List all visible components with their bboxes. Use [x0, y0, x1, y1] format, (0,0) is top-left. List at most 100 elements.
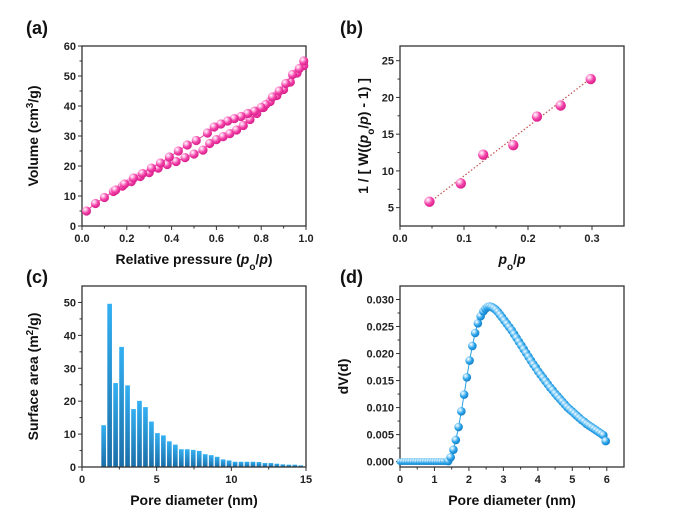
panel-label-a: (a): [26, 18, 48, 38]
axis-title-part: ) - 1) ]: [355, 78, 371, 116]
x-tick-label-b: 0.0: [392, 233, 407, 245]
histogram-bar: [244, 461, 250, 467]
data-point-desorption: [209, 122, 219, 132]
histogram-bar: [119, 346, 124, 467]
panel-d-pore-size-distribution: 0 1 2 3 4 5 6 0.000 0.005 0.010 0.015 0.020 0.025 0.0…: [335, 285, 625, 508]
data-point-adsorption: [225, 129, 235, 139]
data-point-desorption: [111, 185, 121, 195]
y-axis-title-a: Volume (cm3/g): [25, 86, 42, 187]
x-tick-label-c: 10: [225, 474, 237, 486]
y-tick-label-a: 20: [64, 161, 76, 173]
axis-title-part: /: [513, 251, 517, 267]
y-tick-label-d: 0.000: [366, 457, 394, 469]
axis-title-part: 2: [25, 329, 36, 335]
histogram-bar: [292, 464, 298, 467]
y-tick-label-d: 0.025: [366, 322, 394, 334]
axis-title-part: p: [516, 251, 526, 267]
y-tick-label-d: 0.005: [366, 430, 394, 442]
data-point-bet: [455, 178, 466, 189]
data-point-desorption: [164, 152, 174, 162]
x-tick-label-d: 6: [604, 474, 610, 486]
data-point-desorption: [182, 140, 192, 150]
data-point-desorption: [281, 78, 291, 89]
axis-title-part: o: [366, 129, 377, 135]
histogram-bar: [274, 463, 280, 467]
x-tick-label-d: 4: [535, 474, 542, 486]
series-line-dv: [400, 306, 607, 463]
histogram-bar: [286, 464, 292, 467]
x-tick-label-c: 15: [300, 474, 312, 486]
x-axis-title-a: Relative pressure (po/p): [115, 251, 272, 273]
axis-title-part: /: [355, 125, 371, 129]
x-tick-label-a: 0.0: [74, 233, 89, 245]
data-point-bet: [478, 149, 489, 160]
x-tick-label-a: 0.4: [164, 233, 180, 245]
data-point-dv: [473, 318, 483, 328]
data-point-adsorption: [180, 153, 190, 163]
x-tick-label-a: 0.2: [119, 233, 134, 245]
data-point-bet: [585, 73, 596, 85]
axis-title-part: p: [355, 116, 371, 126]
y-tick-label-a: 10: [64, 191, 76, 203]
data-point-dv: [465, 356, 474, 365]
y-tick-label-a: 40: [64, 101, 76, 113]
data-point-desorption: [299, 56, 309, 66]
axis-title-part: p: [258, 251, 268, 267]
histogram-bar: [196, 450, 202, 467]
data-point-dv: [449, 445, 458, 455]
axis-title-part: p: [497, 251, 507, 267]
histogram-bar: [161, 435, 166, 467]
y-tick-label-d: 0.020: [366, 349, 394, 361]
y-tick-label-c: 10: [64, 429, 76, 441]
plot-frame-a: [81, 45, 307, 227]
histogram-bar: [149, 421, 154, 467]
data-point-adsorption: [99, 192, 109, 203]
y-tick-label-a: 30: [64, 131, 76, 143]
axis-title-part: /g): [25, 86, 41, 103]
x-axis-title-b: po/p: [497, 251, 526, 273]
histogram-bar: [202, 454, 208, 467]
x-tick-label-d: 0: [397, 474, 403, 486]
y-tick-label-b: 10: [382, 166, 394, 178]
x-tick-label-b: 0.3: [584, 233, 599, 245]
y-tick-label-c: 0: [70, 462, 76, 474]
axis-title-part: p: [355, 134, 371, 144]
y-tick-label-c: 40: [64, 330, 76, 342]
histogram-bar: [131, 409, 136, 467]
x-tick-label-b: 0.2: [520, 233, 535, 245]
histogram-bar: [232, 461, 238, 467]
histogram-bar: [238, 461, 244, 467]
data-point-bet: [531, 111, 543, 122]
y-tick-label-c: 30: [64, 363, 76, 375]
histogram-bar: [250, 461, 256, 467]
y-tick-label-a: 50: [64, 71, 76, 83]
histogram-bar: [113, 383, 118, 467]
y-axis-title-c: Surface area (m2/g): [25, 313, 42, 441]
histogram-bar: [220, 459, 226, 467]
x-tick-label-a: 0.6: [209, 233, 224, 245]
data-point-adsorption: [238, 120, 248, 131]
y-tick-label-d: 0.010: [366, 403, 394, 415]
y-tick-label-c: 20: [64, 396, 76, 408]
x-axis-title-c: Pore diameter (nm): [130, 492, 258, 508]
x-axis-title-d: Pore diameter (nm): [448, 492, 576, 508]
histogram-bar: [262, 463, 268, 467]
y-tick-label-b: 25: [382, 56, 394, 68]
y-tick-label-b: 15: [382, 129, 394, 141]
histogram-bar: [167, 441, 172, 467]
panel-label-b: (b): [340, 18, 363, 38]
plot-frame-d: [399, 285, 625, 468]
histogram-bar: [298, 465, 304, 467]
panel-c-surface-area-histogram: 0 5 10 15 0 10 20 30 40 50 Pore diameter (nm) Surfa…: [25, 285, 312, 508]
data-point-dv: [451, 435, 461, 445]
plot-frame-b: [399, 45, 625, 227]
data-point-adsorption: [198, 145, 208, 155]
y-tick-label-b: 5: [388, 203, 394, 215]
data-point-dv: [601, 436, 611, 446]
x-tick-label-d: 3: [500, 474, 506, 486]
y-tick-label-a: 60: [64, 41, 76, 53]
axis-title-part: o: [507, 262, 513, 273]
axis-title-part: 1 / [ W((: [355, 143, 371, 194]
axis-title-part: /g): [25, 313, 41, 330]
